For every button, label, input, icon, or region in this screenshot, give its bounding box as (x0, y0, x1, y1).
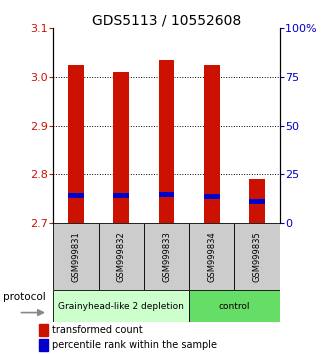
Text: transformed count: transformed count (52, 325, 143, 336)
Text: protocol: protocol (3, 292, 45, 302)
Text: GSM999835: GSM999835 (252, 231, 262, 282)
FancyBboxPatch shape (53, 223, 99, 290)
FancyBboxPatch shape (189, 223, 234, 290)
Text: GSM999834: GSM999834 (207, 231, 216, 282)
Text: Grainyhead-like 2 depletion: Grainyhead-like 2 depletion (58, 302, 184, 311)
Bar (113, 193, 129, 198)
Bar (249, 179, 265, 223)
FancyBboxPatch shape (99, 223, 144, 290)
Bar (39, 324, 48, 336)
Text: percentile rank within the sample: percentile rank within the sample (52, 340, 217, 350)
Text: control: control (219, 302, 250, 311)
Text: GSM999833: GSM999833 (162, 231, 171, 282)
Text: GSM999831: GSM999831 (71, 231, 81, 282)
Bar (113, 72, 129, 223)
FancyBboxPatch shape (189, 290, 280, 322)
Bar (39, 339, 48, 351)
Text: GSM999832: GSM999832 (117, 231, 126, 282)
Title: GDS5113 / 10552608: GDS5113 / 10552608 (92, 13, 241, 27)
Bar (68, 193, 84, 198)
Bar (249, 199, 265, 204)
FancyBboxPatch shape (144, 223, 189, 290)
Bar (68, 65, 84, 223)
Bar (204, 194, 220, 199)
Bar (204, 65, 220, 223)
FancyBboxPatch shape (234, 223, 280, 290)
Bar (159, 192, 174, 197)
FancyBboxPatch shape (53, 290, 189, 322)
Bar (159, 60, 174, 223)
